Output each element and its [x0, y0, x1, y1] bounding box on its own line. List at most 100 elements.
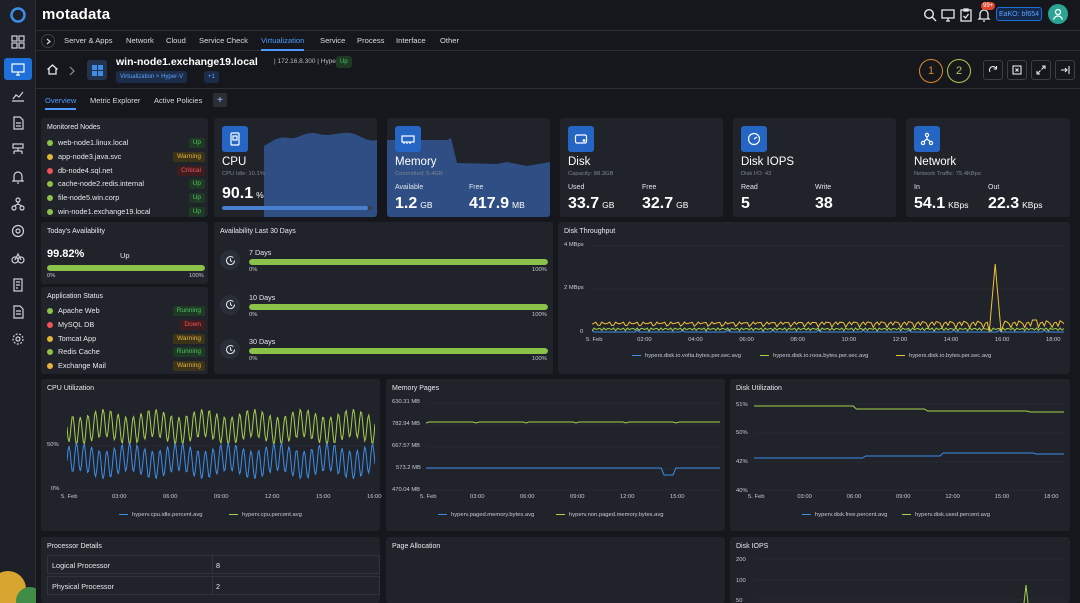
- expand-button[interactable]: [1031, 60, 1051, 80]
- clipboard-check-icon[interactable]: [957, 6, 974, 23]
- radar-icon[interactable]: [4, 220, 32, 242]
- monitor-icon[interactable]: [4, 58, 32, 80]
- kpi-unit: %: [256, 190, 264, 200]
- x-tick: 5. Feb: [748, 494, 765, 500]
- legend-item[interactable]: hyperv.cpu.idle.percent.avg: [119, 512, 202, 518]
- legend-item[interactable]: hypers.disk.io.volta.bytes.per.sec.avg: [632, 353, 741, 359]
- search-icon[interactable]: [921, 6, 938, 23]
- application-row[interactable]: Redis Cache Running: [47, 347, 205, 359]
- settings-gear-icon[interactable]: [4, 328, 32, 350]
- device-tag[interactable]: Virtualization × Hyper-V: [116, 71, 188, 83]
- disk-iops-kpi-tile[interactable]: Disk IOPS Disk I/O: 43 Read 5 Write 38: [733, 118, 896, 217]
- disk-throughput-panel: Disk Throughput 4 MBps 2 MBps 0 5. Feb 02…: [558, 222, 1070, 374]
- disk-kpi-tile[interactable]: Disk Capacity: 88.3GB Used 33.7 GB Free 3…: [560, 118, 723, 217]
- monitored-node-row[interactable]: app-node3.java.svc Warning: [47, 151, 205, 164]
- panel-title: Processor Details: [47, 543, 102, 550]
- nav-interface[interactable]: Interface: [396, 36, 426, 45]
- processor-row-value: 2: [216, 582, 221, 591]
- chevron-right-icon[interactable]: [41, 34, 55, 48]
- kpi-name: Memory: [395, 156, 437, 168]
- log-file-icon[interactable]: [4, 112, 32, 134]
- export-button[interactable]: [1055, 60, 1075, 80]
- clear-button[interactable]: [1007, 60, 1027, 80]
- panel-title: Availability Last 30 Days: [220, 228, 296, 235]
- y-tick: 50%: [736, 430, 748, 436]
- document-icon[interactable]: [4, 301, 32, 323]
- topology-icon[interactable]: [4, 193, 32, 215]
- nav-service[interactable]: Service: [320, 36, 346, 45]
- nav-process[interactable]: Process: [357, 36, 385, 45]
- panel-title: Disk Utilization: [736, 385, 782, 392]
- motadata-logo-icon[interactable]: [4, 4, 32, 26]
- application-row[interactable]: Apache Web Running: [47, 306, 205, 318]
- nav-cloud[interactable]: Cloud: [166, 36, 186, 45]
- nav-virtualization[interactable]: Virtualization: [261, 36, 305, 51]
- x-tick: 5. Feb: [61, 494, 78, 500]
- legend-item[interactable]: hypers.disk.io.rooa.bytes.per.sec.avg: [760, 353, 868, 359]
- application-row[interactable]: MySQL DB Down: [47, 319, 205, 332]
- legend-item[interactable]: hypers.disk.io.bytes.per.sec.avg: [896, 353, 991, 359]
- monitored-node-row[interactable]: file-node5.win.corp Up: [47, 193, 205, 205]
- app-logo[interactable]: motadata: [42, 6, 111, 23]
- application-row[interactable]: Tomcat App Warning: [47, 333, 205, 346]
- report-icon[interactable]: [4, 274, 32, 296]
- screen-share-icon[interactable]: [939, 6, 956, 23]
- application-row[interactable]: Exchange Mail Warning: [47, 361, 205, 373]
- nav-server-apps[interactable]: Server & Apps: [64, 36, 113, 45]
- metrics-chart-icon[interactable]: [4, 85, 32, 107]
- flow-icon[interactable]: [4, 139, 32, 161]
- monitored-node-row[interactable]: win-node1.exchange19.local Up: [47, 207, 205, 219]
- refresh-button[interactable]: [983, 60, 1003, 80]
- home-icon[interactable]: [46, 63, 59, 81]
- kpi-label-2: Out: [988, 184, 1000, 191]
- availability-period-bar: [249, 303, 548, 310]
- memory-kpi-tile[interactable]: Memory Committed: 5.4GB Available 1.2 GB …: [387, 118, 550, 217]
- environment-pill[interactable]: EaKO: bf654: [996, 7, 1042, 21]
- user-avatar[interactable]: [1048, 4, 1068, 24]
- x-tick: 03:00: [112, 494, 127, 500]
- disk-throughput-plot: [592, 245, 1064, 333]
- x-tick: 18:00: [1046, 337, 1061, 343]
- legend-swatch: [760, 354, 769, 357]
- monitored-node-row[interactable]: db-node4.sql.net Critical: [47, 165, 205, 178]
- bar-max-label: 100%: [532, 356, 547, 362]
- node-name: file-node5.win.corp: [58, 193, 120, 203]
- device-tag-more[interactable]: +1: [204, 71, 219, 83]
- disk-util-series-line: [754, 405, 1064, 413]
- nav-network[interactable]: Network: [126, 36, 154, 45]
- cpu-series-line: [67, 408, 375, 447]
- monitored-node-row[interactable]: web-node1.linux.local Up: [47, 138, 205, 150]
- kpi-unit-2: GB: [676, 200, 689, 210]
- panel-title: Disk IOPS: [736, 543, 769, 550]
- legend-item[interactable]: hyperv.paged.memory.bytes.avg: [438, 512, 534, 518]
- panel-title: Today's Availability: [47, 228, 106, 235]
- kpi-value-2: 417.9: [469, 195, 510, 212]
- counter-one[interactable]: 1: [919, 59, 943, 83]
- tab-metric-explorer[interactable]: Metric Explorer: [90, 96, 141, 105]
- tab-active-policies[interactable]: Active Policies: [154, 96, 203, 105]
- availability-period-bar: [249, 348, 548, 354]
- legend-item[interactable]: hyperv.disk.free.percent.avg: [802, 512, 887, 518]
- legend-item[interactable]: hyperv.disk.used.percent.avg: [902, 512, 990, 518]
- dashboard-icon[interactable]: [4, 31, 32, 53]
- add-tab-button[interactable]: +: [213, 93, 227, 107]
- x-tick: 06:00: [520, 494, 535, 500]
- network-icon: [914, 126, 940, 152]
- legend-item[interactable]: hyperv.non.paged.memory.bytes.avg: [556, 512, 664, 518]
- cpu-kpi-tile[interactable]: CPU CPU Idle: 10.1% 90.1%: [214, 118, 377, 217]
- legend-item[interactable]: hyperv.cpu.percent.avg: [229, 512, 302, 518]
- tab-overview[interactable]: Overview: [45, 96, 77, 110]
- processor-row-value: 8: [216, 561, 221, 570]
- network-kpi-tile[interactable]: Network Network Traffic: 75.4KBps In 54.…: [906, 118, 1070, 217]
- monitored-node-row[interactable]: cache-node2.redis.internal Up: [47, 179, 205, 191]
- automation-icon[interactable]: [4, 247, 32, 269]
- alert-bell-icon[interactable]: [4, 166, 32, 188]
- nav-service-check[interactable]: Service Check: [199, 36, 248, 45]
- y-tick: 200: [736, 557, 746, 563]
- kpi-name: CPU: [222, 156, 247, 168]
- notification-bell-icon[interactable]: [975, 6, 992, 23]
- counter-two[interactable]: 2: [947, 59, 971, 83]
- monitored-nodes-panel: Monitored Nodes web-node1.linux.local Up a…: [41, 118, 208, 217]
- nav-other[interactable]: Other: [440, 36, 459, 45]
- legend-label: hyperv.cpu.idle.percent.avg: [132, 512, 203, 518]
